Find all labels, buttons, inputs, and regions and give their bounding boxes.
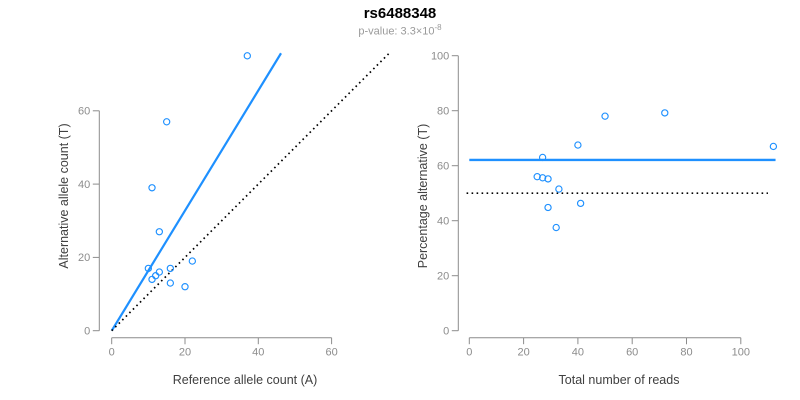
- plot-title: rs6488348: [363, 5, 437, 22]
- y-tick-label: 40: [78, 179, 90, 191]
- x-tick-label: 0: [466, 347, 472, 359]
- data-point: [533, 173, 541, 181]
- y-tick-label: 0: [84, 326, 90, 338]
- data-point: [166, 264, 175, 273]
- left-xaxis-title: Reference allele count (A): [173, 373, 318, 387]
- x-tick-label: 60: [626, 347, 638, 359]
- x-tick-label: 20: [179, 347, 191, 359]
- y-tick-label: 0: [443, 326, 449, 338]
- data-point: [576, 199, 585, 208]
- x-tick-label: 40: [572, 347, 584, 359]
- y-tick-label: 20: [78, 252, 90, 264]
- left-yaxis-title: Alternative allele count (T): [57, 123, 71, 268]
- y-tick-label: 40: [437, 216, 449, 228]
- y-tick-label: 60: [78, 106, 90, 118]
- x-tick-label: 0: [109, 347, 115, 359]
- data-point: [538, 174, 547, 182]
- data-point: [544, 175, 552, 183]
- data-point: [152, 272, 160, 280]
- y-tick-label: 80: [437, 106, 449, 118]
- data-point: [144, 264, 153, 273]
- data-point: [155, 228, 164, 236]
- y-tick-label: 100: [431, 51, 449, 63]
- data-point: [162, 118, 171, 126]
- right-xaxis-title: Total number of reads: [559, 373, 680, 387]
- x-tick-label: 40: [252, 347, 264, 359]
- left-scatter-panel: 0 20 40 60 0 20 40 60: [78, 52, 390, 359]
- data-point: [188, 257, 197, 265]
- data-point: [243, 52, 251, 60]
- right-yaxis-title: Percentage alternative (T): [416, 124, 430, 269]
- pvalue-exponent: -8: [434, 23, 442, 32]
- data-point: [769, 142, 778, 151]
- y-tick-label: 20: [437, 271, 449, 283]
- data-point: [181, 283, 189, 291]
- data-point: [574, 141, 582, 149]
- x-tick-label: 60: [325, 347, 337, 359]
- fit-line: [110, 52, 282, 332]
- data-point: [544, 203, 552, 212]
- right-scatter-panel: 0 20 40 60 80 100 0 20 40 60 80 100: [431, 51, 778, 359]
- x-tick-label: 100: [732, 347, 750, 359]
- data-point: [155, 268, 164, 276]
- x-tick-label: 20: [517, 347, 529, 359]
- data-point: [538, 153, 547, 162]
- pvalue-text: p-value: 3.3×10: [358, 25, 435, 38]
- plot-subtitle: p-value: 3.3×10-8: [0, 23, 800, 38]
- data-point: [166, 279, 175, 287]
- data-point: [661, 109, 669, 117]
- x-tick-label: 80: [680, 347, 692, 359]
- identity-line: [111, 52, 390, 332]
- data-point: [601, 112, 609, 120]
- data-point: [555, 185, 563, 193]
- data-point: [148, 275, 156, 284]
- data-point: [148, 184, 156, 192]
- data-point: [552, 223, 560, 232]
- y-tick-label: 60: [437, 161, 449, 173]
